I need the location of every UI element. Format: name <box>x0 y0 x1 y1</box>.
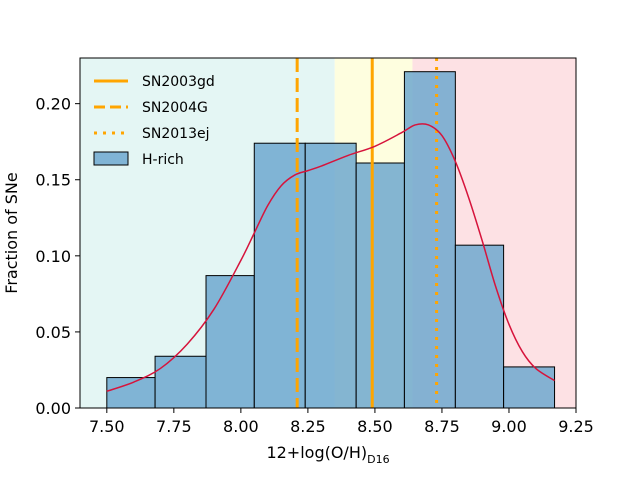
histogram-bar <box>454 244 505 409</box>
histogram-bar <box>106 377 156 409</box>
y-axis-label: Fraction of SNe <box>2 172 21 293</box>
y-tick-label: 0.05 <box>35 323 71 342</box>
histogram-bar <box>205 275 255 409</box>
y-tick-label: 0.20 <box>35 95 71 114</box>
y-tick-label: 0.15 <box>35 171 71 190</box>
histogram-bar <box>304 142 357 409</box>
kde-curve <box>106 123 555 392</box>
x-tick-label: 8.00 <box>223 417 259 436</box>
plot-frame <box>79 57 577 409</box>
y-tick-label: 0.00 <box>35 399 71 418</box>
y-tick-label: 0.10 <box>35 247 71 266</box>
legend-label: SN2004G <box>142 100 208 116</box>
histogram-bar <box>154 355 207 409</box>
histogram-bar <box>403 71 456 409</box>
x-axis-label: 12+log(O/H)D16 <box>266 443 389 466</box>
x-tick-label: 8.25 <box>290 417 326 436</box>
x-tick-label: 8.50 <box>357 417 393 436</box>
histogram-bar <box>503 366 556 409</box>
x-tick-label: 9.25 <box>558 417 594 436</box>
legend-label: H-rich <box>142 152 184 168</box>
histogram-bar <box>355 162 405 409</box>
legend: SN2003gd SN2004G SN2013ej H-rich <box>93 74 215 168</box>
x-tick-label: 8.75 <box>424 417 460 436</box>
x-tick-label: 9.00 <box>491 417 527 436</box>
x-tick-label: 7.50 <box>89 417 125 436</box>
legend-label: SN2003gd <box>142 74 215 90</box>
legend-label: SN2013ej <box>142 126 210 142</box>
x-tick-label: 7.75 <box>156 417 192 436</box>
legend-patch-h-rich <box>93 151 129 166</box>
